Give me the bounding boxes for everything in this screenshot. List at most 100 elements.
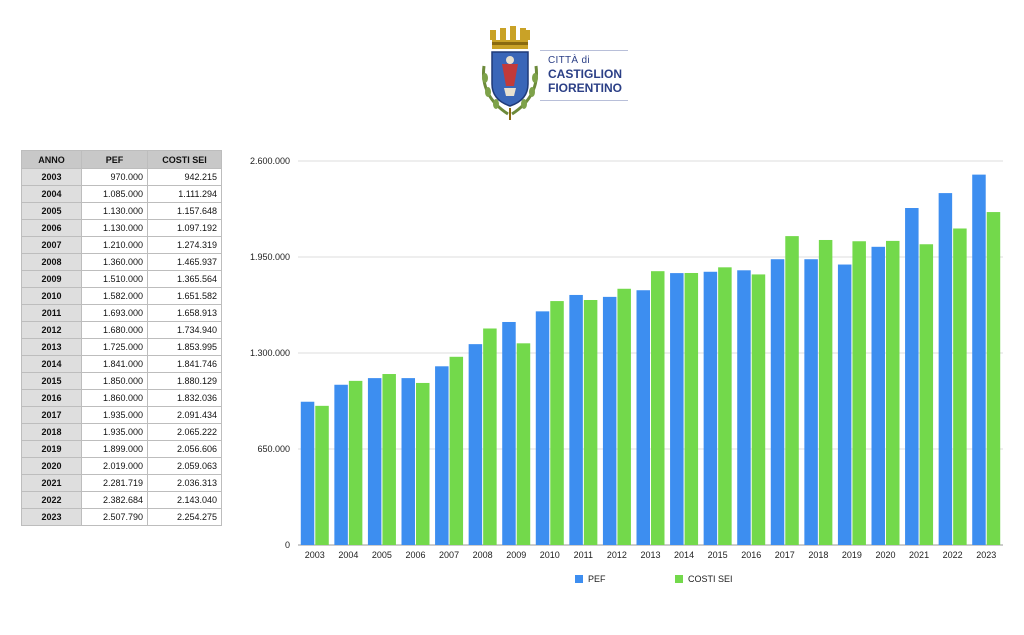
table-cell-pef: 1.725.000 bbox=[81, 338, 148, 356]
logo-line-3: FIORENTINO bbox=[548, 81, 622, 95]
x-tick-label: 2016 bbox=[741, 550, 761, 560]
bar-pef bbox=[602, 296, 617, 545]
table-cell-costi-sei: 2.056.606 bbox=[147, 440, 222, 458]
x-tick-label: 2020 bbox=[875, 550, 895, 560]
table-cell-pef: 2.507.790 bbox=[81, 508, 148, 526]
header-pef: PEF bbox=[81, 150, 148, 169]
header-costi-sei: COSTI SEI bbox=[147, 150, 222, 169]
coat-of-arms-icon bbox=[482, 26, 538, 120]
bar-pef bbox=[938, 193, 953, 546]
table-cell-costi-sei: 2.036.313 bbox=[147, 474, 222, 492]
table-cell-costi-sei: 1.853.995 bbox=[147, 338, 222, 356]
table-row: 2013 1.725.000 1.853.995 bbox=[21, 338, 222, 356]
x-tick-label: 2022 bbox=[943, 550, 963, 560]
table-cell-anno: 2021 bbox=[21, 474, 82, 492]
bar-costi-sei bbox=[416, 382, 430, 545]
table-cell-anno: 2004 bbox=[21, 185, 82, 203]
table-row: 2012 1.680.000 1.734.940 bbox=[21, 321, 222, 339]
bar-pef bbox=[703, 271, 718, 545]
table-body: 2003 970.000 942.215 2004 1.085.000 1.111.294… bbox=[21, 168, 222, 526]
bar-costi-sei bbox=[953, 228, 967, 545]
table-cell-costi-sei: 1.832.036 bbox=[147, 389, 222, 407]
bar-costi-sei bbox=[718, 267, 732, 545]
bar-costi-sei bbox=[651, 271, 665, 545]
y-tick-label: 650.000 bbox=[257, 444, 290, 454]
bar-pef bbox=[435, 366, 449, 545]
bar-costi-sei bbox=[919, 244, 934, 545]
table-row: 2003 970.000 942.215 bbox=[21, 168, 222, 186]
legend-label-pef: PEF bbox=[588, 574, 606, 584]
bar-costi-sei bbox=[315, 405, 329, 545]
table-row: 2016 1.860.000 1.832.036 bbox=[21, 389, 222, 407]
bar-costi-sei bbox=[986, 212, 1001, 546]
data-table: ANNO PEF COSTI SEI 2003 970.000 942.215 200… bbox=[21, 150, 222, 526]
table-cell-anno: 2010 bbox=[21, 287, 82, 305]
y-tick-label: 2.600.000 bbox=[250, 156, 290, 166]
table-cell-costi-sei: 1.365.564 bbox=[147, 270, 222, 288]
table-cell-costi-sei: 2.091.434 bbox=[147, 406, 222, 424]
bar-pef bbox=[569, 294, 583, 545]
bar-costi-sei bbox=[483, 328, 497, 545]
bar-pef bbox=[871, 246, 885, 545]
bar-pef bbox=[972, 174, 986, 545]
x-tick-label: 2005 bbox=[372, 550, 392, 560]
table-cell-anno: 2006 bbox=[21, 219, 82, 237]
table-cell-costi-sei: 1.651.582 bbox=[147, 287, 222, 305]
bar-pef bbox=[468, 344, 483, 545]
table-cell-costi-sei: 1.111.294 bbox=[147, 185, 222, 203]
x-tick-label: 2011 bbox=[574, 550, 593, 560]
table-cell-anno: 2023 bbox=[21, 508, 82, 526]
bar-pef bbox=[837, 264, 852, 545]
table-cell-costi-sei: 2.143.040 bbox=[147, 491, 222, 509]
bar-costi-sei bbox=[348, 380, 363, 545]
table-row: 2021 2.281.719 2.036.313 bbox=[21, 474, 222, 492]
table-cell-anno: 2013 bbox=[21, 338, 82, 356]
table-cell-anno: 2005 bbox=[21, 202, 82, 220]
bar-pef bbox=[367, 378, 382, 545]
bar-costi-sei bbox=[751, 274, 766, 545]
legend-swatch-pef bbox=[575, 575, 583, 583]
table-row: 2022 2.382.684 2.143.040 bbox=[21, 491, 222, 509]
x-tick-label: 2018 bbox=[808, 550, 828, 560]
table-cell-costi-sei: 1.841.746 bbox=[147, 355, 222, 373]
bar-costi-sei bbox=[617, 288, 631, 545]
y-tick-label: 0 bbox=[285, 540, 290, 550]
bar-costi-sei bbox=[449, 356, 464, 545]
bar-costi-sei bbox=[818, 239, 833, 545]
table-cell-anno: 2003 bbox=[21, 168, 82, 186]
bar-pef bbox=[770, 259, 785, 545]
bar-costi-sei bbox=[516, 343, 531, 545]
bar-costi-sei bbox=[382, 374, 396, 545]
table-cell-costi-sei: 2.065.222 bbox=[147, 423, 222, 441]
y-tick-label: 1.950.000 bbox=[250, 252, 290, 262]
x-tick-label: 2015 bbox=[708, 550, 728, 560]
bar-costi-sei bbox=[583, 299, 598, 545]
table-row: 2010 1.582.000 1.651.582 bbox=[21, 287, 222, 305]
table-cell-costi-sei: 1.734.940 bbox=[147, 321, 222, 339]
table-cell-anno: 2014 bbox=[21, 355, 82, 373]
table-cell-anno: 2016 bbox=[21, 389, 82, 407]
bar-pef bbox=[334, 384, 348, 545]
legend-label-costi-sei: COSTI SEI bbox=[688, 574, 733, 584]
bar-costi-sei bbox=[852, 241, 866, 545]
bar-pef bbox=[636, 290, 650, 545]
x-tick-label: 2023 bbox=[976, 550, 996, 560]
bar-pef bbox=[804, 259, 818, 545]
x-tick-label: 2007 bbox=[439, 550, 459, 560]
table-cell-costi-sei: 1.274.319 bbox=[147, 236, 222, 254]
table-row: 2017 1.935.000 2.091.434 bbox=[21, 406, 222, 424]
table-cell-pef: 1.850.000 bbox=[81, 372, 148, 390]
x-tick-label: 2013 bbox=[640, 550, 660, 560]
table-cell-anno: 2011 bbox=[21, 304, 82, 322]
table-cell-anno: 2022 bbox=[21, 491, 82, 509]
table-cell-pef: 1.510.000 bbox=[81, 270, 148, 288]
logo-rule-bottom bbox=[540, 100, 628, 101]
logo-line-2: CASTIGLION bbox=[548, 67, 622, 81]
x-tick-label: 2019 bbox=[842, 550, 862, 560]
table-cell-pef: 2.382.684 bbox=[81, 491, 148, 509]
table-cell-pef: 1.935.000 bbox=[81, 423, 148, 441]
table-row: 2018 1.935.000 2.065.222 bbox=[21, 423, 222, 441]
table-row: 2020 2.019.000 2.059.063 bbox=[21, 457, 222, 475]
x-tick-label: 2021 bbox=[909, 550, 929, 560]
table-cell-pef: 1.360.000 bbox=[81, 253, 148, 271]
